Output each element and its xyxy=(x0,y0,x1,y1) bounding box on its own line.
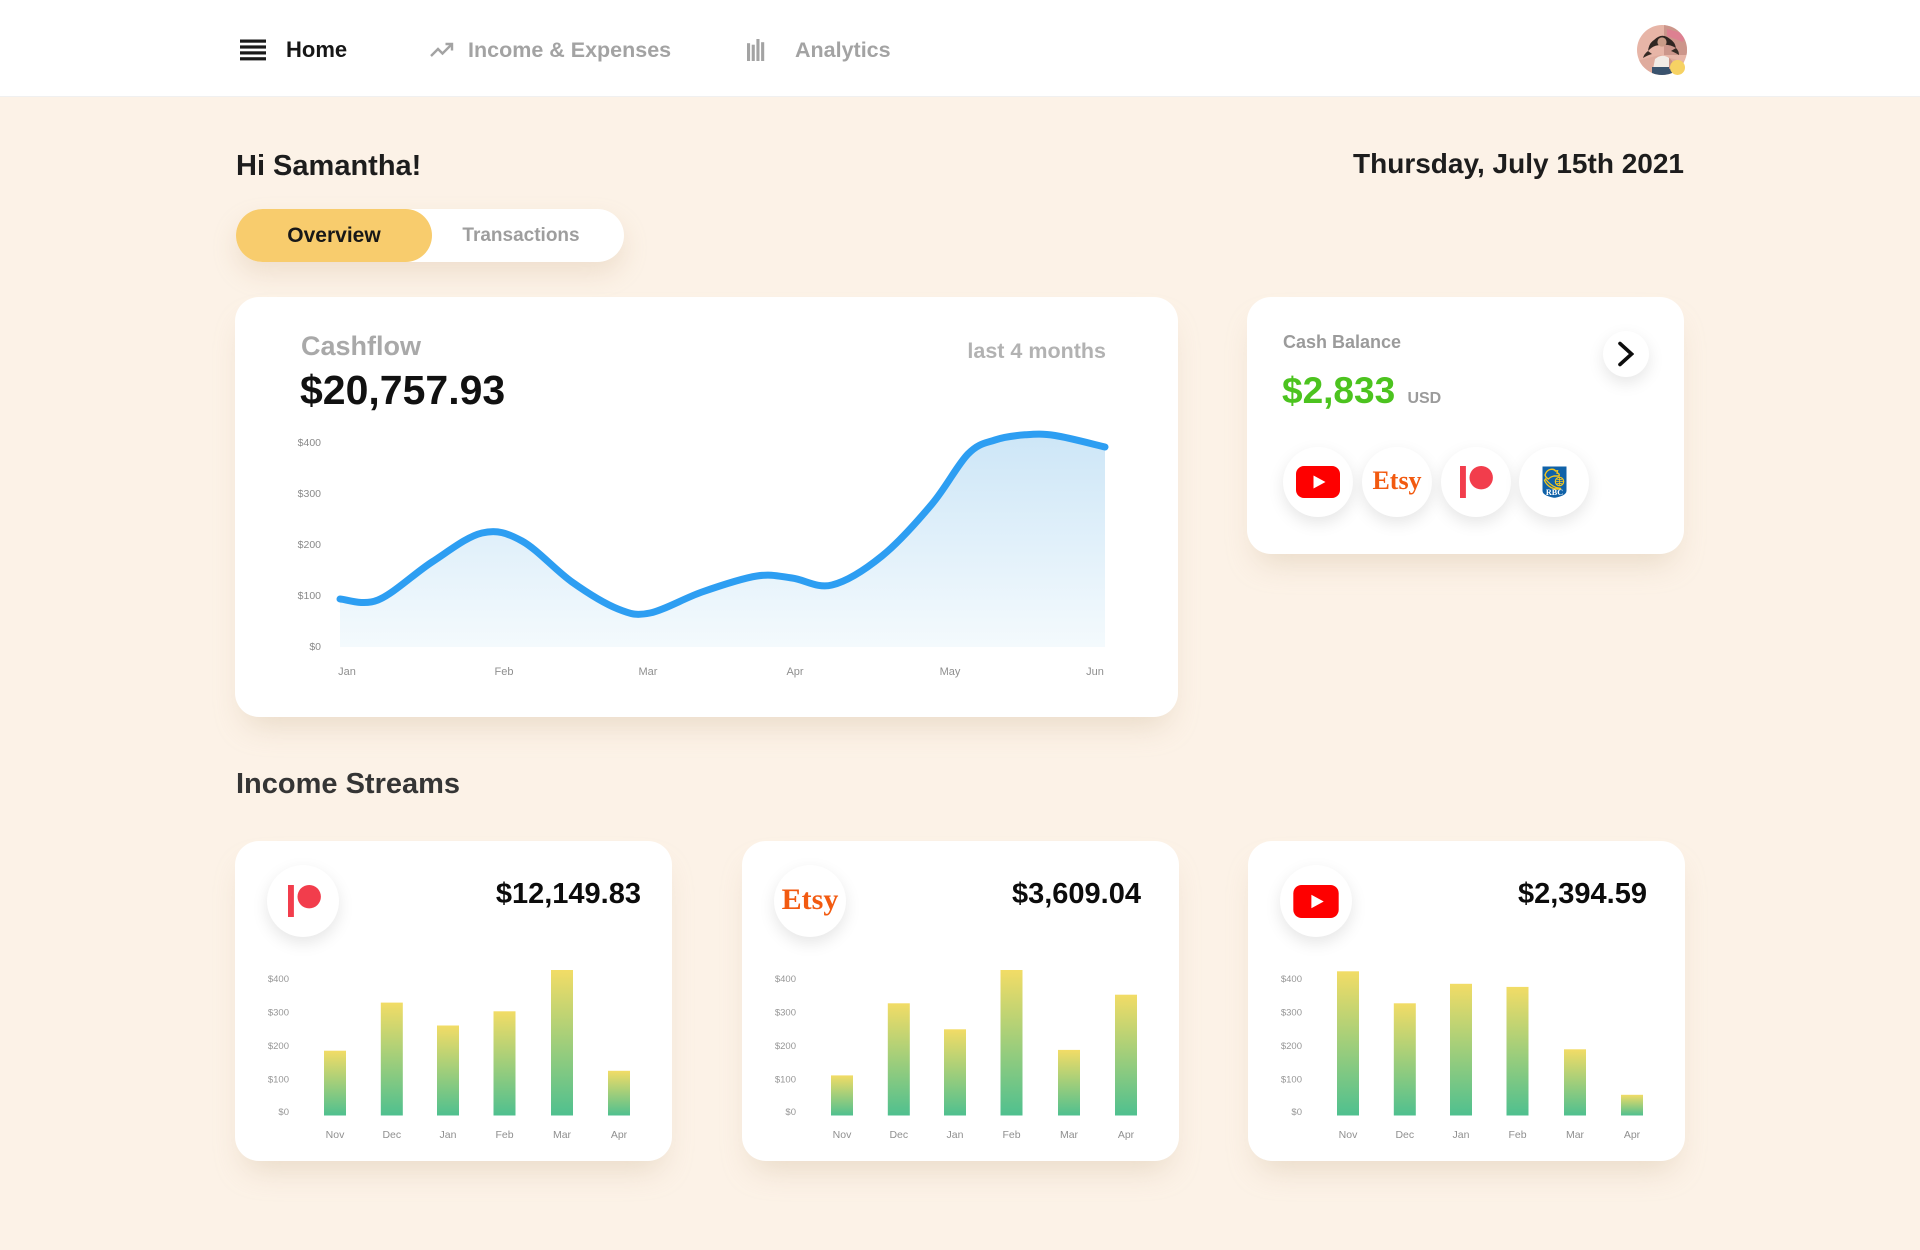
svg-text:Feb: Feb xyxy=(495,666,514,678)
svg-text:Nov: Nov xyxy=(1339,1129,1358,1141)
svg-text:Dec: Dec xyxy=(889,1129,908,1141)
svg-text:$300: $300 xyxy=(775,1008,796,1019)
svg-text:$400: $400 xyxy=(268,974,289,985)
svg-text:$0: $0 xyxy=(309,641,321,653)
svg-text:$300: $300 xyxy=(268,1008,289,1019)
svg-text:$100: $100 xyxy=(298,590,322,602)
svg-text:$400: $400 xyxy=(298,437,322,449)
svg-text:$400: $400 xyxy=(1281,974,1302,985)
svg-text:Feb: Feb xyxy=(1508,1129,1526,1141)
svg-text:May: May xyxy=(940,666,961,678)
svg-text:$100: $100 xyxy=(268,1075,289,1086)
svg-text:Mar: Mar xyxy=(639,666,658,678)
svg-text:Jun: Jun xyxy=(1086,666,1104,678)
svg-text:$300: $300 xyxy=(1281,1008,1302,1019)
svg-text:$100: $100 xyxy=(1281,1075,1302,1086)
svg-text:Apr: Apr xyxy=(611,1129,628,1141)
svg-text:Jan: Jan xyxy=(440,1129,457,1141)
svg-text:$0: $0 xyxy=(785,1107,796,1118)
svg-text:Mar: Mar xyxy=(553,1129,572,1141)
svg-text:Dec: Dec xyxy=(1395,1129,1414,1141)
svg-text:Jan: Jan xyxy=(947,1129,964,1141)
svg-text:Nov: Nov xyxy=(833,1129,852,1141)
svg-text:RBC: RBC xyxy=(1545,488,1562,497)
svg-text:Nov: Nov xyxy=(326,1129,345,1141)
svg-text:$300: $300 xyxy=(298,488,322,500)
svg-text:$100: $100 xyxy=(775,1075,796,1086)
svg-text:$200: $200 xyxy=(298,539,322,551)
svg-text:Apr: Apr xyxy=(1624,1129,1641,1141)
svg-text:Apr: Apr xyxy=(786,666,803,678)
svg-text:$200: $200 xyxy=(775,1041,796,1052)
svg-text:$200: $200 xyxy=(268,1041,289,1052)
svg-text:Feb: Feb xyxy=(495,1129,513,1141)
svg-text:Mar: Mar xyxy=(1060,1129,1079,1141)
svg-text:$0: $0 xyxy=(1291,1107,1302,1118)
svg-text:Apr: Apr xyxy=(1118,1129,1135,1141)
svg-text:Feb: Feb xyxy=(1002,1129,1020,1141)
svg-text:Jan: Jan xyxy=(338,666,356,678)
svg-text:$200: $200 xyxy=(1281,1041,1302,1052)
svg-text:Jan: Jan xyxy=(1453,1129,1470,1141)
svg-text:Mar: Mar xyxy=(1566,1129,1585,1141)
svg-text:$0: $0 xyxy=(278,1107,289,1118)
svg-text:Dec: Dec xyxy=(382,1129,401,1141)
svg-text:$400: $400 xyxy=(775,974,796,985)
